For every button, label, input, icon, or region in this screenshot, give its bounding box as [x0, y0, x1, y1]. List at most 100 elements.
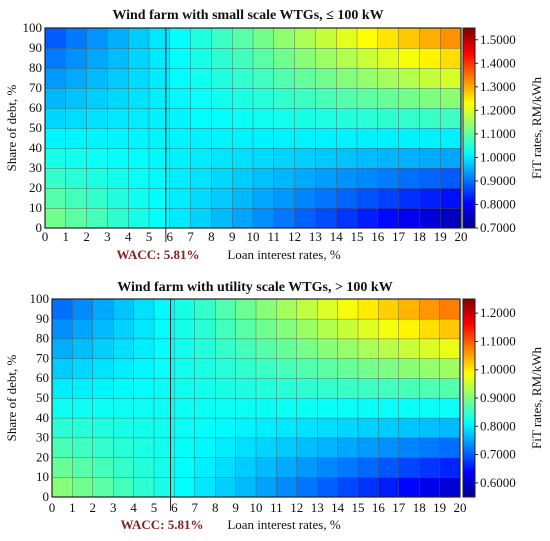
heatmap-cell: [174, 338, 196, 359]
heatmap-cell: [419, 318, 441, 340]
heatmap-cell: [190, 47, 212, 69]
heatmap-cell: [296, 437, 318, 458]
x-tick-label: 5: [146, 229, 153, 244]
plot-frame: [51, 298, 461, 498]
heatmap-cell: [190, 127, 212, 149]
heatmap-cell: [419, 47, 441, 69]
heatmap-cell: [127, 127, 150, 149]
heatmap-cell: [419, 437, 441, 458]
heatmap-cell: [65, 47, 88, 69]
heatmap-cell: [273, 27, 296, 49]
y-tick-label: 40: [36, 410, 49, 425]
heatmap-panel-small-scale: Wind farm with small scale WTGs, ≤ 100 k…: [4, 8, 544, 262]
y-tick-label: 60: [29, 100, 42, 115]
heatmap-cell: [255, 417, 277, 439]
heatmap-cells: [51, 298, 461, 498]
y-tick-label: 20: [36, 449, 49, 464]
heatmap-cell: [148, 47, 171, 69]
heatmap-cell: [133, 477, 155, 498]
heatmap-cell: [398, 67, 420, 89]
heatmap-cell: [107, 207, 129, 229]
heatmap-cell: [72, 378, 94, 399]
heatmap-cell: [112, 298, 135, 320]
x-axis-label: Loan interest rates, %: [227, 517, 341, 532]
colorbar-tick-labels: 0.6000 0.7000 0.8000 0.9000 1.0000 1.1000 1.20…: [475, 305, 516, 490]
heatmap-cell: [419, 107, 441, 129]
x-tick-label: 9: [232, 500, 239, 515]
heatmap-cell: [127, 47, 150, 69]
heatmap-cell: [296, 358, 318, 379]
colorbar-tick-label: 1.5000: [480, 32, 516, 47]
heatmap-cell: [65, 187, 88, 209]
heatmap-cell: [276, 378, 298, 399]
heatmap-cell: [148, 207, 171, 229]
heatmap-cell: [276, 358, 298, 379]
heatmap-cell: [398, 437, 420, 458]
x-tick-label: 2: [90, 500, 97, 515]
heatmap-cell: [337, 417, 359, 439]
heatmap-cell: [336, 27, 358, 49]
heatmap-cell: [65, 147, 88, 169]
heatmap-cell: [174, 417, 196, 439]
heatmap-cell: [439, 397, 461, 419]
heatmap-cell: [235, 477, 257, 498]
heatmap-cell: [439, 358, 461, 379]
heatmap-cell: [317, 358, 339, 379]
heatmap-cell: [439, 417, 461, 439]
heatmap-cell: [86, 87, 108, 109]
heatmap-cell: [65, 207, 88, 229]
colorbar-tick-label: 1.3000: [480, 79, 516, 94]
heatmap-cell: [148, 67, 171, 89]
heatmap-cell: [211, 127, 233, 149]
heatmap-cell: [398, 127, 420, 149]
x-tick-label: 18: [413, 229, 426, 244]
heatmap-cell: [252, 67, 275, 89]
heatmap-cell: [255, 338, 277, 359]
x-tick-label: 15: [351, 229, 364, 244]
x-tick-label: 13: [309, 229, 322, 244]
x-tick-label: 18: [413, 500, 426, 515]
heatmap-cell: [194, 338, 216, 359]
heatmap-cell: [255, 397, 277, 419]
colorbar-tick-label: 1.1000: [480, 333, 516, 348]
heatmap-cell: [153, 457, 175, 478]
heatmap-cells: [44, 27, 462, 229]
heatmap-cell: [72, 457, 94, 478]
heatmap-cell: [377, 107, 400, 129]
heatmap-cell: [153, 477, 175, 498]
heatmap-cell: [419, 397, 441, 419]
heatmap-cell: [174, 378, 196, 399]
heatmap-cell: [273, 127, 296, 149]
heatmap-cell: [336, 167, 358, 189]
heatmap-cell: [190, 87, 212, 109]
heatmap-cell: [317, 298, 339, 320]
colorbar-tick-label: 1.2000: [480, 305, 516, 320]
heatmap-cell: [315, 167, 337, 189]
heatmap-cell: [214, 457, 237, 478]
x-tick-label: 11: [268, 229, 281, 244]
heatmap-cell: [296, 378, 318, 399]
heatmap-cell: [133, 457, 155, 478]
heatmap-cell: [276, 318, 298, 340]
heatmap-cell: [315, 107, 337, 129]
heatmap-cell: [235, 318, 257, 340]
heatmap-cell: [133, 437, 155, 458]
heatmap-cell: [378, 437, 400, 458]
heatmap-cell: [127, 27, 150, 49]
heatmap-cell: [211, 167, 233, 189]
heatmap-cell: [377, 187, 400, 209]
heatmap-cell: [252, 187, 275, 209]
heatmap-cell: [273, 107, 296, 129]
heatmap-cell: [398, 318, 420, 340]
colorbar-tick-label: 0.7000: [480, 447, 516, 462]
heatmap-cell: [419, 378, 441, 399]
heatmap-cell: [252, 127, 275, 149]
heatmap-cell: [231, 147, 254, 169]
colorbar-tick-label: 1.0000: [480, 149, 516, 164]
heatmap-cell: [336, 127, 358, 149]
heatmap-cell: [51, 318, 73, 340]
x-tick-label: 4: [130, 500, 137, 515]
heatmap-cell: [315, 147, 337, 169]
heatmap-cell: [235, 417, 257, 439]
heatmap-cell: [214, 417, 237, 439]
